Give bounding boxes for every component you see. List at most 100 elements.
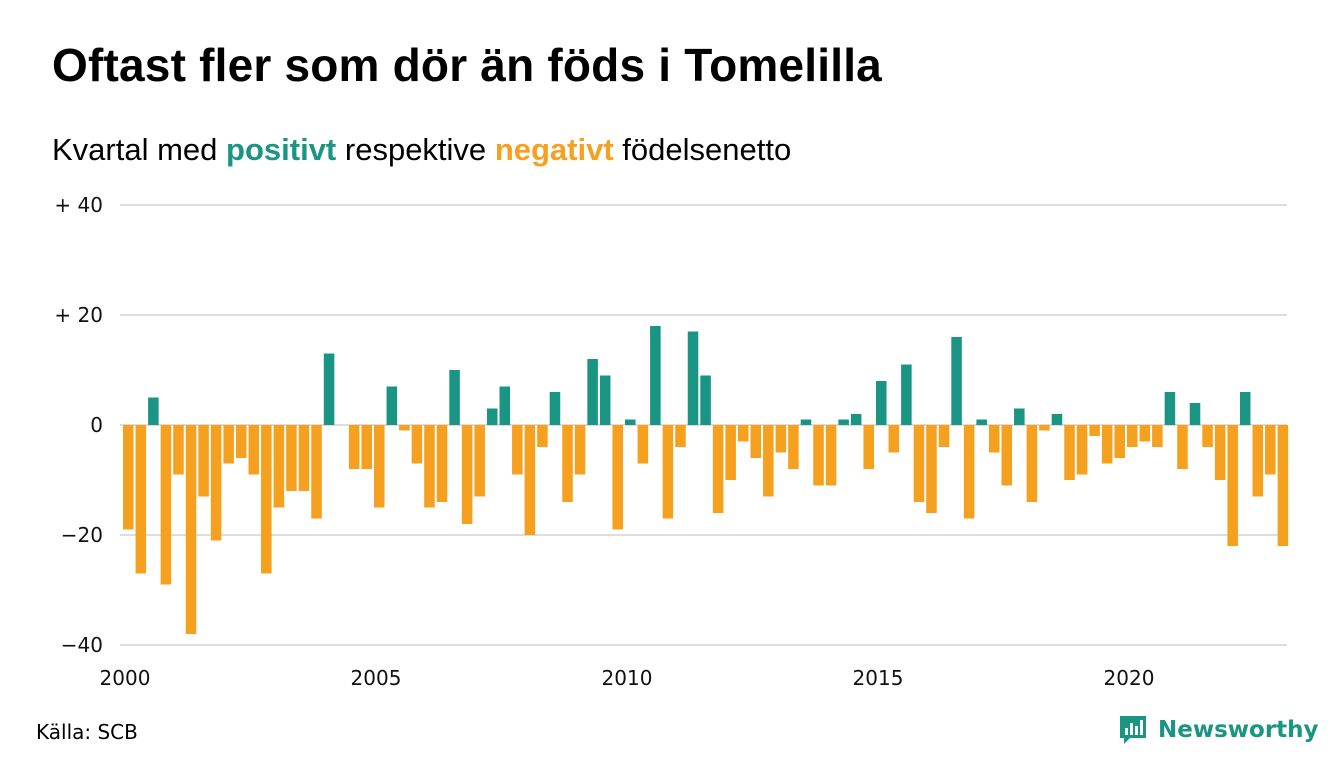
bar-positive [599,375,611,425]
bar-negative [1177,425,1188,469]
bar-negative [988,425,1000,453]
subtitle-prefix: Kvartal med [52,132,218,167]
bar-positive [549,392,561,425]
bar-negative [210,425,222,541]
x-tick-label: 2000 [100,666,151,690]
bar-negative [461,425,473,524]
bar-negative [712,425,724,513]
bar-negative [662,425,674,519]
bar-negative [1039,425,1050,431]
bar-negative [1064,425,1075,480]
bar-positive [687,331,699,425]
bar-negative [185,425,197,634]
bar-positive [850,414,862,425]
bar-negative [248,425,260,475]
brand-name: Newsworthy [1158,717,1319,743]
bar-negative [1265,425,1276,475]
bar-negative [1114,425,1125,458]
bar-negative [160,425,172,585]
bar-positive [1189,403,1201,425]
bar-negative [938,425,950,447]
bar-positive [323,353,335,425]
bar-negative [863,425,874,469]
bar-negative [1127,425,1138,447]
bar-negative [775,425,787,453]
bar-positive [625,419,636,425]
bar-negative [562,425,573,502]
bar-positive [1164,392,1176,425]
y-tick-label: −20 [61,523,103,547]
bar-positive [1051,414,1063,425]
bar-negative [1214,425,1226,480]
bar-negative [537,425,548,447]
bar-negative [1152,425,1163,447]
bar-negative [198,425,209,497]
bar-negative [1277,425,1289,546]
bar-negative [813,425,824,486]
brand-logo: Newsworthy [1118,714,1319,746]
bar-positive [1014,408,1025,425]
bar-positive [976,419,987,425]
y-tick-label: + 20 [54,303,103,327]
bar-negative [1227,425,1238,546]
bar-negative [1139,425,1151,442]
y-tick-label: 0 [90,413,103,437]
bar-negative [348,425,360,469]
bar-negative [261,425,272,574]
bar-negative [286,425,297,491]
bar-negative [574,425,586,475]
bar-negative [1202,425,1213,447]
x-tick-label: 2020 [1104,666,1155,690]
axis-labels: + 40 + 20 0 −20 −40 2000 2005 2010 2015 2020 [54,193,1154,690]
subtitle-positive: positivt [226,132,337,167]
subtitle-negative: negativt [494,132,614,167]
bar-negative [374,425,385,508]
bar-positive [650,326,661,425]
bar-negative [1026,425,1038,502]
bar-positive [1239,392,1251,425]
bar-negative [750,425,762,458]
bar-negative [436,425,448,502]
bar-negative [1101,425,1113,464]
chart-logo-icon [1120,716,1146,744]
bar-positive [876,381,887,425]
bar-negative [512,425,523,475]
bar-negative [675,425,686,447]
bar-positive [838,419,849,425]
bar-negative [1076,425,1088,475]
bar-positive [587,359,598,425]
bar-negative [737,425,749,442]
bar-positive [901,364,912,425]
bar-negative [424,425,435,508]
bar-negative [361,425,372,469]
bar-negative [725,425,736,480]
bar-positive [449,370,460,425]
bar-positive [386,386,398,425]
x-tick-label: 2015 [853,666,904,690]
bar-negative [1089,425,1100,436]
bar-positive [951,337,962,425]
subtitle-suffix: födelsenetto [622,132,792,167]
bar-negative [474,425,485,497]
bar-negative [1001,425,1013,486]
bar-negative [612,425,623,530]
bar-negative [1252,425,1264,497]
bar-negative [825,425,837,486]
bar-negative [273,425,285,508]
x-tick-label: 2010 [602,666,653,690]
bar-negative [135,425,147,574]
bar-negative [637,425,649,464]
bar-negative [788,425,799,469]
bar-positive [148,397,159,425]
bar-positive [700,375,711,425]
bar-positive [486,408,498,425]
bar-negative [123,425,134,530]
bar-negative [913,425,925,502]
bar-negative [173,425,184,475]
y-tick-label: −40 [61,633,103,657]
bar-negative [963,425,975,519]
bar-negative [763,425,774,497]
y-tick-label: + 40 [54,193,103,217]
bar-positive [499,386,511,425]
bar-negative [311,425,322,519]
